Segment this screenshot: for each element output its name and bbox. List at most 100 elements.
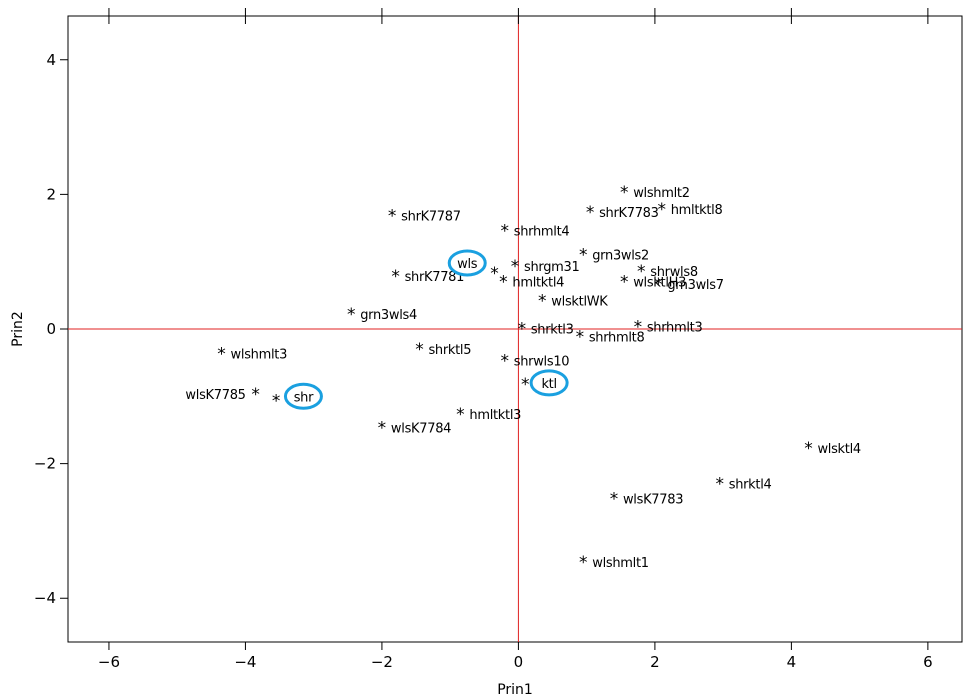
point-marker: * [347, 305, 356, 325]
scatter-point: * shrgm31 [511, 257, 580, 277]
scatter-point: * shrhmlt8 [576, 328, 645, 348]
scatter-point: * shrhmlt4 [501, 221, 570, 241]
y-tick-label: 4 [46, 51, 56, 69]
x-tick-label: 6 [923, 653, 933, 671]
point-marker: * [538, 291, 547, 311]
point-marker: * [518, 320, 527, 340]
x-tick-label: −6 [98, 653, 120, 671]
point-marker: * [217, 345, 226, 365]
scatter-point: * shrhmlt3 [634, 318, 703, 338]
point-label: hmltktl3 [469, 408, 521, 423]
point-label: shrhmlt3 [647, 321, 703, 336]
x-tick-label: 4 [787, 653, 797, 671]
point-label: shrktl3 [531, 323, 574, 338]
point-marker: * [620, 183, 629, 203]
y-tick-label: −4 [34, 589, 56, 607]
point-marker: * [511, 257, 520, 277]
highlight-ktl: ktl [529, 369, 569, 397]
point-marker: * [620, 273, 629, 293]
point-marker: * [804, 439, 813, 459]
x-tick-label: 0 [514, 653, 524, 671]
scatter-point: * wlshmlt1 [579, 553, 649, 573]
point-marker: * [715, 474, 724, 494]
point-marker: * [579, 246, 588, 266]
point-marker: * [490, 264, 499, 284]
point-label: wlsK7785 [185, 388, 245, 403]
y-tick-label: −2 [34, 455, 56, 473]
point-marker: * [634, 318, 643, 338]
scatter-point: * [521, 375, 530, 395]
highlight-wls: wls [447, 249, 487, 277]
point-marker: * [657, 200, 666, 220]
highlighted-groups: wls ktl shr [283, 249, 569, 410]
point-label: hmltktl4 [512, 276, 564, 291]
scatter-point: * gm3wls7 [654, 275, 724, 295]
highlight-label: wls [457, 257, 478, 272]
point-marker: * [456, 405, 465, 425]
point-marker: * [637, 262, 646, 282]
highlight-ellipse [283, 382, 323, 410]
point-label: grn3wls2 [592, 249, 649, 264]
point-marker: * [415, 340, 424, 360]
point-label: wlsK7784 [391, 422, 451, 437]
scatter-point: * shrK7787 [388, 207, 461, 227]
highlight-shr: shr [283, 382, 323, 410]
scatter-point: * grn3wls4 [347, 305, 417, 325]
point-label: wlsktlH3 [633, 276, 686, 291]
point-label: shrK7787 [401, 210, 461, 225]
scatter-point: * shrK7781 [391, 267, 464, 287]
scatter-point: * wlshmlt3 [217, 345, 287, 365]
scatter-point: * hmltktl8 [657, 200, 722, 220]
point-label: shrhmlt4 [514, 224, 570, 239]
point-marker: * [576, 328, 585, 348]
highlight-ellipse [447, 249, 487, 277]
point-label: wlshmlt1 [592, 556, 649, 571]
x-tick-label: −4 [234, 653, 256, 671]
point-label: hmltktl8 [671, 203, 723, 218]
scatter-point: * wlsK7783 [610, 489, 684, 509]
scatter-point: * hmltktl3 [456, 405, 521, 425]
y-tick-label: 2 [46, 185, 56, 203]
point-marker: * [388, 207, 397, 227]
scatter-point: * shrwls8 [637, 262, 698, 282]
x-tick-label: −2 [371, 653, 393, 671]
scatter-point: * wlshmlt2 [620, 183, 690, 203]
point-label: shrK7783 [599, 206, 659, 221]
scatter-point: * wlsktlH3 [620, 273, 686, 293]
scatter-point: * shrktl3 [518, 320, 574, 340]
point-marker: * [610, 489, 619, 509]
point-marker: * [499, 273, 508, 293]
point-marker: * [586, 203, 595, 223]
x-axis-label: Prin1 [497, 682, 533, 698]
x-tick-label: 2 [650, 653, 660, 671]
x-axis-ticks: −6 −4 −2 0 2 4 6 [98, 8, 933, 671]
highlight-ellipse [529, 369, 569, 397]
scatter-point: * shrktl5 [415, 340, 471, 360]
y-axis-label: Prin2 [10, 311, 26, 347]
point-marker: * [521, 375, 530, 395]
highlight-label: shr [294, 390, 314, 405]
point-marker: * [391, 267, 400, 287]
scatter-point: * shrK7783 [586, 203, 659, 223]
point-marker: * [378, 419, 387, 439]
point-label: shrwls10 [514, 354, 570, 369]
point-label: shrktl4 [729, 477, 772, 492]
point-label: wlshmlt2 [633, 186, 690, 201]
scatter-point: * wlsktl4 [804, 439, 861, 459]
scatter-point: * shrktl4 [715, 474, 771, 494]
y-axis-ticks: −4 −2 0 2 4 [34, 51, 68, 607]
point-marker: * [579, 553, 588, 573]
point-label: gm3wls7 [667, 278, 723, 293]
scatter-point: * [272, 392, 281, 412]
point-label: wlsktlWK [551, 294, 608, 309]
reference-lines [68, 16, 962, 642]
scatter-point: * wlsK7785 [185, 385, 259, 405]
scatter-point: * wlsktlWK [538, 291, 609, 311]
scatter-point: * wlsK7784 [378, 419, 452, 439]
point-label: shrhmlt8 [589, 331, 645, 346]
point-marker: * [501, 351, 510, 371]
point-marker: * [501, 221, 510, 241]
point-label: grn3wls4 [360, 308, 417, 323]
point-marker: * [251, 385, 260, 405]
